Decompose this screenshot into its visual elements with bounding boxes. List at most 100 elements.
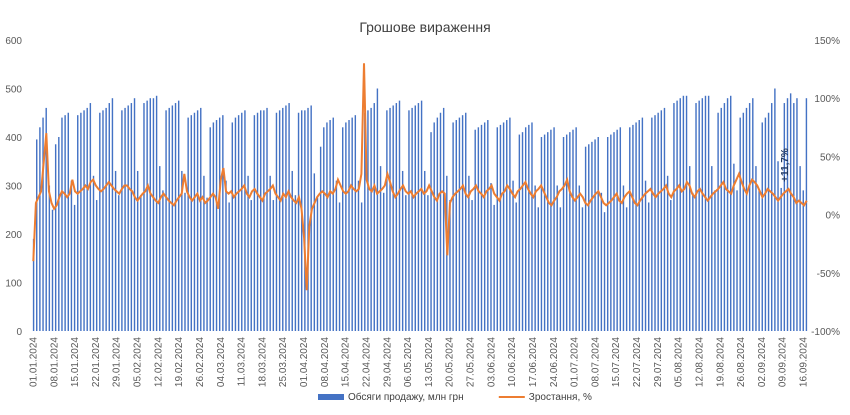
sales-bar bbox=[641, 117, 644, 331]
sales-bar bbox=[606, 137, 609, 331]
sales-bar bbox=[127, 105, 129, 331]
x-tick-label: 22.04.2024 bbox=[361, 337, 372, 387]
sales-bar bbox=[83, 110, 85, 331]
sales-bar bbox=[414, 105, 416, 331]
y-right-tick-label: 50% bbox=[820, 152, 840, 163]
sales-bar bbox=[433, 122, 435, 331]
sales-bar bbox=[146, 100, 148, 332]
sales-bar bbox=[477, 127, 480, 331]
sales-bar bbox=[392, 105, 394, 331]
sales-bar bbox=[269, 175, 271, 331]
sales-bar bbox=[730, 95, 732, 331]
x-tick-label: 08.01.2024 bbox=[49, 337, 60, 387]
sales-bar bbox=[581, 207, 584, 331]
sales-bar bbox=[518, 134, 521, 331]
x-tick-label: 20.05.2024 bbox=[445, 337, 456, 387]
sales-bar bbox=[114, 170, 117, 331]
sales-bar bbox=[726, 98, 729, 331]
sales-bar bbox=[206, 197, 208, 332]
sales-bar bbox=[168, 107, 170, 332]
sales-bar bbox=[48, 185, 51, 331]
sales-bar bbox=[45, 107, 47, 332]
sales-bar bbox=[638, 120, 640, 331]
x-tick-label: 04.03.2024 bbox=[216, 337, 227, 387]
sales-bar bbox=[711, 166, 713, 331]
bar-series bbox=[32, 88, 808, 332]
sales-bar bbox=[796, 98, 798, 331]
sales-bar bbox=[692, 192, 694, 331]
annotations: +11,7% bbox=[780, 148, 791, 182]
sales-bar bbox=[108, 103, 110, 331]
legend-swatch-bar bbox=[318, 394, 344, 400]
sales-bar bbox=[42, 117, 44, 331]
sales-bar bbox=[367, 110, 369, 331]
sales-bar bbox=[474, 129, 476, 331]
sales-bar bbox=[707, 95, 710, 331]
sales-bar bbox=[64, 115, 66, 331]
sales-bar bbox=[670, 200, 672, 331]
sales-bar bbox=[335, 180, 338, 331]
sales-bar bbox=[723, 103, 726, 331]
x-tick-label: 25.03.2024 bbox=[278, 337, 289, 387]
sales-bar bbox=[673, 103, 675, 331]
growth-line bbox=[32, 63, 808, 291]
sales-bar bbox=[77, 115, 79, 331]
x-tick-label: 01.07.2024 bbox=[570, 337, 581, 387]
sales-bar bbox=[203, 175, 205, 331]
sales-bar bbox=[332, 117, 334, 331]
sales-bar bbox=[490, 183, 492, 331]
sales-bar bbox=[209, 127, 211, 331]
sales-bar bbox=[32, 238, 35, 331]
sales-bar bbox=[259, 110, 262, 331]
sales-bar bbox=[632, 124, 634, 332]
sales-bar bbox=[307, 107, 309, 332]
sales-bar bbox=[704, 95, 707, 331]
sales-bar bbox=[436, 117, 439, 331]
sales-bar bbox=[89, 103, 92, 331]
sales-bar bbox=[218, 117, 221, 331]
x-tick-label: 29.04.2024 bbox=[382, 337, 393, 387]
sales-bar bbox=[80, 112, 82, 331]
sales-bar bbox=[190, 115, 193, 331]
x-tick-label: 22.01.2024 bbox=[91, 337, 102, 387]
y-left-tick-label: 200 bbox=[5, 230, 22, 241]
sales-bar bbox=[802, 190, 804, 331]
sales-bar bbox=[465, 112, 467, 331]
sales-bar bbox=[181, 170, 183, 331]
sales-bar bbox=[496, 127, 498, 331]
sales-bar bbox=[159, 166, 161, 331]
sales-bar bbox=[373, 103, 375, 331]
sales-bar bbox=[575, 127, 577, 331]
sales-bar bbox=[752, 98, 754, 331]
sales-bar bbox=[783, 103, 786, 331]
sales-bar bbox=[231, 122, 234, 331]
sales-bar bbox=[657, 112, 659, 331]
sales-bar bbox=[357, 180, 360, 331]
sales-bar bbox=[565, 134, 568, 331]
x-axis: 01.01.2024 08.01.2024 15.01.2024 22.01.2024… bbox=[28, 337, 809, 387]
sales-bar bbox=[666, 175, 669, 331]
sales-bar bbox=[345, 122, 347, 331]
y-axis-left: 0 100 200 300 400 500 600 bbox=[5, 36, 22, 338]
x-tick-label: 26.02.2024 bbox=[195, 337, 206, 387]
sales-bar bbox=[553, 127, 555, 331]
sales-bar bbox=[588, 144, 590, 331]
sales-bar bbox=[739, 117, 741, 331]
sales-bar bbox=[304, 110, 306, 331]
sales-bar bbox=[509, 117, 511, 331]
sales-bar bbox=[755, 166, 757, 331]
sales-bar bbox=[263, 110, 265, 331]
sales-bar bbox=[720, 107, 722, 332]
sales-bar bbox=[493, 204, 495, 331]
sales-bar bbox=[174, 103, 177, 331]
sales-bar bbox=[660, 110, 663, 331]
sales-bar bbox=[531, 122, 533, 331]
sales-bar bbox=[130, 103, 133, 331]
sales-bar bbox=[559, 207, 562, 331]
x-tick-label: 01.04.2024 bbox=[299, 337, 310, 387]
sales-bar bbox=[521, 132, 524, 331]
x-tick-label: 19.08.2024 bbox=[715, 337, 726, 387]
sales-bar bbox=[594, 139, 596, 331]
sales-bar bbox=[449, 200, 451, 331]
legend-label: Зростання, % bbox=[529, 392, 592, 403]
